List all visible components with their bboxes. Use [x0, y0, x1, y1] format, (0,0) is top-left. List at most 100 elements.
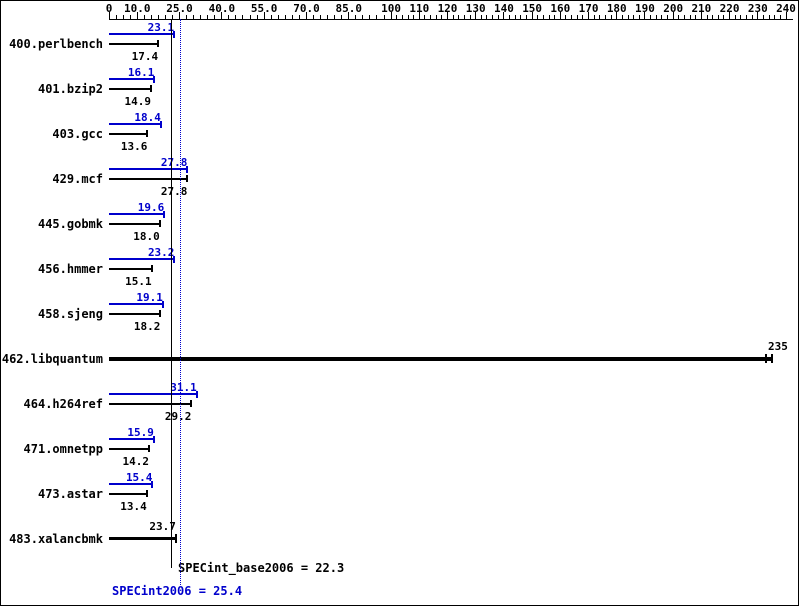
- axis-minor-tick: [228, 15, 230, 19]
- axis-minor-tick: [576, 15, 578, 19]
- axis-tick-label: 220: [719, 2, 740, 15]
- axis-minor-tick: [661, 15, 663, 19]
- base-bar: [109, 537, 176, 540]
- axis-major-tick: [447, 12, 448, 19]
- axis-major-tick: [418, 12, 420, 19]
- base-bar-endcap: [174, 534, 177, 543]
- axis-major-tick: [136, 12, 138, 19]
- base-value-label: 23.7: [149, 520, 176, 533]
- axis-tick-label: 10.0: [123, 2, 151, 15]
- axis-minor-tick: [554, 15, 556, 19]
- axis-minor-tick: [270, 15, 272, 19]
- axis-minor-tick: [683, 15, 685, 19]
- peak-bar: [109, 483, 153, 485]
- specint-base2006-result-label: SPECint_base2006 = 22.3: [178, 561, 345, 575]
- axis-minor-tick: [407, 15, 409, 19]
- axis-minor-tick: [396, 15, 398, 19]
- axis-minor-tick: [458, 15, 460, 19]
- axis-minor-tick: [746, 15, 747, 19]
- axis-minor-tick: [542, 15, 544, 19]
- benchmark-label: 473.astar: [37, 487, 103, 501]
- axis-minor-tick: [430, 15, 432, 19]
- axis-minor-tick: [548, 15, 550, 19]
- axis-minor-tick: [256, 15, 258, 19]
- base-bar: [109, 178, 188, 180]
- benchmark-label: 445.gobmk: [37, 217, 103, 231]
- benchmark-label: 400.perlbench: [9, 37, 103, 51]
- axis-major-tick: [757, 12, 759, 19]
- axis-minor-tick: [627, 15, 629, 19]
- axis-minor-tick: [655, 15, 657, 19]
- base-bar: [109, 223, 160, 225]
- base-bar-endcap: [150, 85, 153, 92]
- benchmark-label: 462.libquantum: [1, 352, 103, 366]
- offscale-mark: [764, 354, 767, 363]
- base-value-label: 18.0: [133, 230, 160, 243]
- axis-minor-tick: [712, 15, 714, 19]
- base-bar: [109, 448, 150, 450]
- specint2006-result-label: SPECint2006 = 25.4: [112, 584, 243, 598]
- axis-tick-label: 70.0: [293, 2, 320, 15]
- axis-tick-label: 160: [550, 2, 571, 15]
- axis-minor-tick: [150, 15, 152, 19]
- axis-minor-tick: [277, 15, 279, 19]
- benchmark-label: 464.h264ref: [23, 397, 103, 411]
- base-value-label: 18.2: [133, 320, 161, 333]
- axis-tick-label: 190: [635, 2, 655, 15]
- axis-tick-label: 55.0: [250, 2, 278, 15]
- base-bar: [109, 43, 159, 45]
- axis-minor-tick: [207, 15, 209, 19]
- axis-tick-label: 210: [691, 2, 712, 15]
- axis-minor-tick: [200, 15, 202, 19]
- axis-minor-tick: [509, 15, 511, 19]
- benchmark-label: 456.hmmer: [37, 262, 103, 276]
- axis-minor-tick: [298, 15, 300, 19]
- base-bar: [109, 313, 161, 315]
- peak-bar-endcap: [153, 76, 156, 83]
- reference-line-base: [171, 19, 173, 568]
- peak-value-label: 23.1: [147, 21, 175, 34]
- axis-minor-tick: [514, 15, 516, 19]
- peak-value-label: 18.4: [134, 111, 161, 124]
- axis-minor-tick: [424, 15, 426, 19]
- benchmark-label: 401.bzip2: [37, 82, 103, 96]
- axis-minor-tick: [313, 15, 314, 19]
- axis-minor-tick: [650, 15, 652, 19]
- peak-value-label: 16.1: [127, 66, 155, 79]
- axis-minor-tick: [638, 15, 640, 19]
- axis-minor-tick: [214, 15, 216, 19]
- axis-minor-tick: [768, 15, 770, 19]
- peak-bar: [109, 393, 197, 395]
- axis-tick-label: 180: [606, 2, 627, 15]
- axis-minor-tick: [723, 15, 725, 19]
- peak-bar: [109, 78, 155, 80]
- axis-minor-tick: [520, 15, 522, 19]
- base-value-label: 27.8: [160, 185, 188, 198]
- base-bar-endcap: [146, 130, 149, 137]
- benchmark-label: 429.mcf: [52, 172, 103, 186]
- base-value-label: 15.1: [125, 275, 152, 288]
- axis-minor-tick: [376, 15, 378, 19]
- axis-minor-tick: [779, 15, 781, 19]
- axis-line: [109, 19, 793, 20]
- axis-tick-label: 170: [578, 2, 599, 15]
- peak-bar-endcap: [163, 211, 166, 218]
- axis-minor-tick: [678, 15, 680, 19]
- peak-bar: [109, 258, 175, 260]
- axis-tick-label: 0: [105, 2, 113, 15]
- axis-tick-label: 230: [747, 2, 768, 15]
- base-bar: [109, 268, 152, 270]
- base-bar: [109, 88, 152, 90]
- peak-bar: [109, 33, 175, 35]
- axis-minor-tick: [497, 15, 499, 19]
- axis-minor-tick: [571, 15, 573, 19]
- base-value-label: 14.9: [124, 95, 152, 108]
- reference-line-peak: [180, 19, 182, 585]
- base-value-label: 14.2: [122, 455, 150, 468]
- base-bar-endcap: [159, 310, 162, 317]
- axis-minor-tick: [369, 15, 371, 19]
- base-value-label: 235: [768, 340, 788, 353]
- base-bar: [109, 357, 772, 361]
- axis-major-tick: [179, 12, 181, 19]
- axis-tick-label: 140: [493, 2, 514, 15]
